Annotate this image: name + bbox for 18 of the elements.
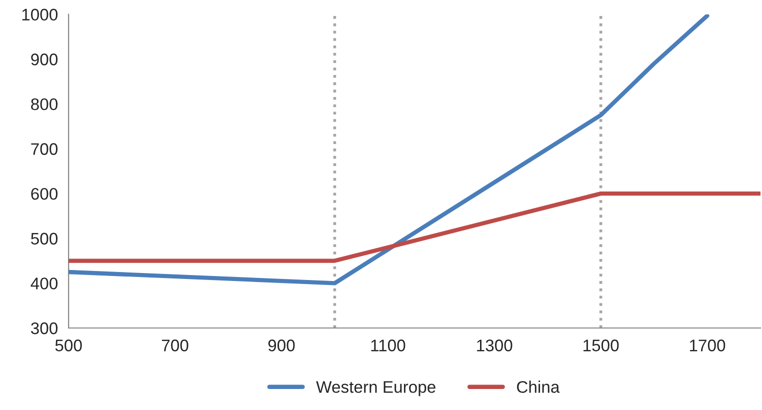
x-tick-label: 1700 — [690, 340, 726, 352]
y-tick-label: 700 — [31, 143, 58, 155]
line-series — [68, 14, 710, 286]
x-tick-label: 500 — [55, 340, 82, 352]
y-tick-label: 900 — [31, 54, 58, 66]
x-tick-label: 900 — [268, 340, 295, 352]
x-tick-label: 1100 — [371, 340, 406, 352]
y-tick-label: 400 — [30, 278, 58, 290]
y-tick-label: 500 — [31, 232, 58, 245]
x-tick-label: 1300 — [477, 340, 512, 352]
x-tick-label: 700 — [162, 340, 188, 352]
y-tick-label: 600 — [31, 188, 58, 200]
legend-label: China — [517, 380, 560, 393]
y-tick-label: 1000 — [22, 8, 58, 21]
y-tick-label: 300 — [30, 322, 58, 334]
legend-label: Western Europe — [316, 381, 436, 396]
y-tick-label: 800 — [31, 98, 58, 110]
x-tick-label: 1500 — [584, 340, 619, 352]
